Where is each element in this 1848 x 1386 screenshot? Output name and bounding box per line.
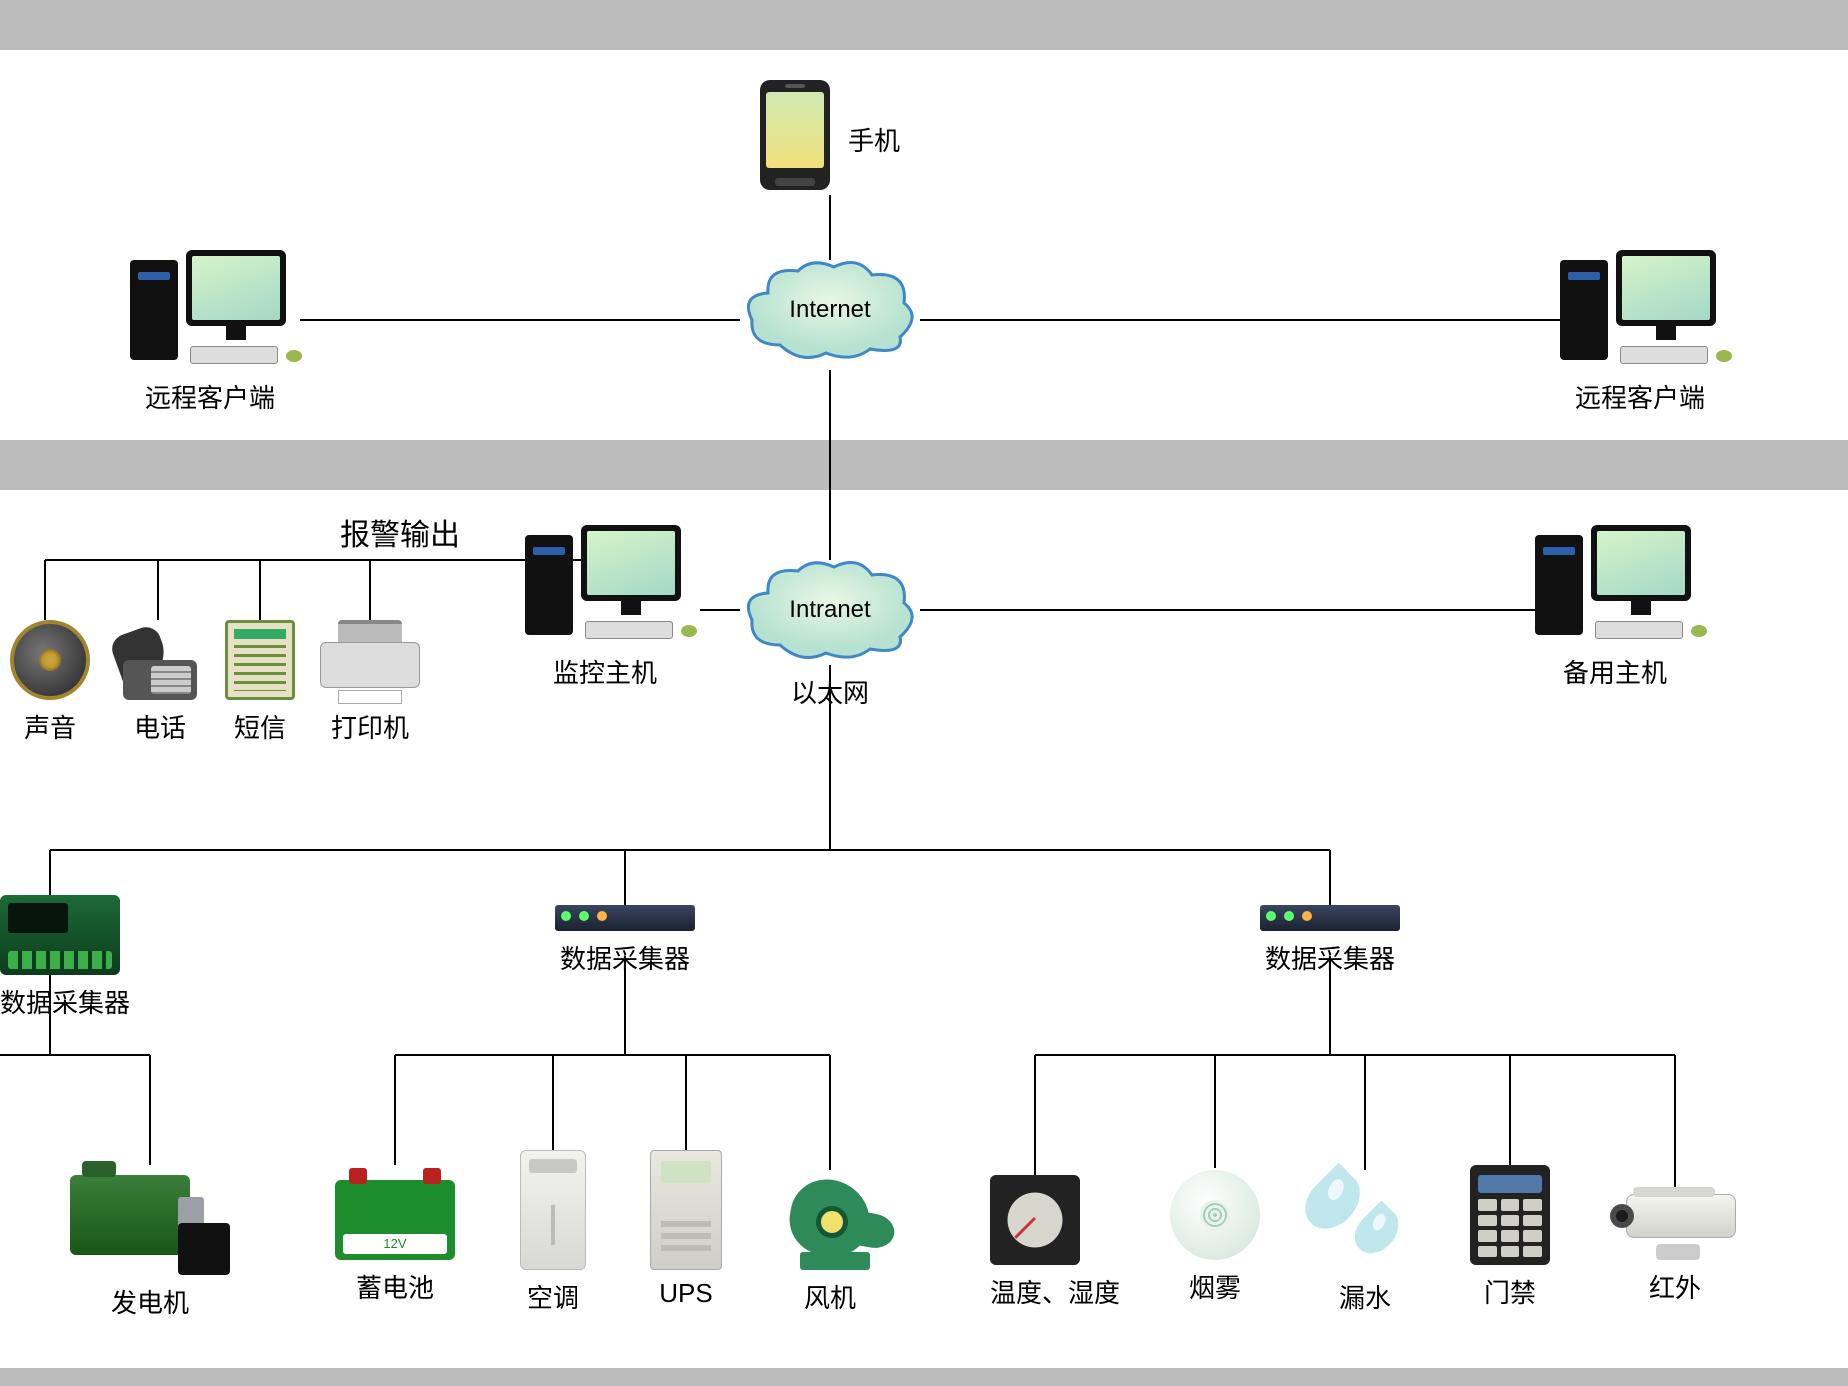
node-client-right: 远程客户端: [1560, 250, 1720, 415]
telephone-icon: [115, 630, 205, 700]
cloud-intranet-icon: Intranet: [740, 555, 920, 665]
node-generator: 发电机: [70, 1165, 230, 1320]
computer-icon: [525, 525, 685, 645]
alarm-header: 报警输出: [340, 510, 460, 554]
node-ir: 红外: [1610, 1190, 1740, 1305]
alarm-sound-label: 声音: [10, 708, 90, 745]
node-access: 门禁: [1470, 1165, 1550, 1310]
cloud-internet-icon: Internet: [740, 255, 920, 365]
node-smoke: 烟雾: [1170, 1210, 1260, 1305]
temp-label: 温度、湿度: [990, 1273, 1120, 1310]
rack-switch-icon: [1260, 905, 1400, 931]
printer-icon: [320, 620, 420, 700]
ups-icon: [650, 1150, 722, 1270]
client-right-label: 远程客户端: [1560, 378, 1720, 415]
rack-switch-icon: [555, 905, 695, 931]
alarm-phone-label: 电话: [115, 708, 205, 745]
dc1-label: 数据采集器: [0, 983, 130, 1020]
smoke-label: 烟雾: [1170, 1268, 1260, 1305]
fan-label: 风机: [770, 1278, 890, 1315]
node-alarm-sound: 声音: [10, 620, 90, 745]
alarm-printer-label: 打印机: [320, 708, 420, 745]
node-alarm-phone: 电话: [115, 630, 205, 745]
leak-label: 漏水: [1310, 1278, 1420, 1315]
node-client-left: 远程客户端: [130, 250, 290, 415]
node-fan: 风机: [770, 1170, 890, 1315]
access-label: 门禁: [1470, 1273, 1550, 1310]
band-top: [0, 0, 1848, 50]
sms-icon: [225, 620, 295, 700]
intranet-sublabel: 以太网: [740, 673, 920, 710]
node-ups: UPS: [650, 1150, 722, 1309]
thermo-dial-icon: [990, 1175, 1080, 1265]
dc3-label: 数据采集器: [1260, 939, 1400, 976]
node-intranet: Intranet 以太网: [740, 555, 920, 710]
fan-icon: [770, 1170, 890, 1270]
ac-label: 空调: [520, 1278, 586, 1315]
node-phone: 手机: [760, 80, 900, 190]
node-alarm-sms: 短信: [225, 620, 295, 745]
camera-icon: [1610, 1190, 1740, 1260]
cloud-internet-text: Internet: [789, 296, 871, 323]
node-dc3: 数据采集器: [1260, 905, 1400, 976]
monitor-host-label: 监控主机: [525, 653, 685, 690]
aircon-icon: [520, 1150, 586, 1270]
node-dc1: 数据采集器: [0, 895, 130, 1020]
computer-icon: [1535, 525, 1695, 645]
band-mid: [0, 440, 1848, 490]
band-bottom: [0, 1368, 1848, 1386]
node-alarm-printer: 打印机: [320, 620, 420, 745]
generator-label: 发电机: [70, 1283, 230, 1320]
smoke-detector-icon: [1170, 1210, 1260, 1260]
battery-label: 蓄电池: [335, 1268, 455, 1305]
generator-icon: [70, 1165, 230, 1275]
speaker-icon: [10, 620, 90, 700]
node-backup-host: 备用主机: [1535, 525, 1695, 690]
water-drop-icon: [1310, 1170, 1420, 1270]
ups-label: UPS: [650, 1278, 722, 1309]
node-dc2: 数据采集器: [555, 905, 695, 976]
data-collector-icon: [0, 895, 120, 975]
ir-label: 红外: [1610, 1268, 1740, 1305]
node-internet: Internet: [740, 255, 920, 365]
node-ac: 空调: [520, 1150, 586, 1315]
alarm-sms-label: 短信: [225, 708, 295, 745]
node-monitor-host: 监控主机: [525, 525, 685, 690]
computer-icon: [1560, 250, 1720, 370]
svg-text:Intranet: Intranet: [789, 596, 871, 623]
node-temp: 温度、湿度: [990, 1175, 1120, 1310]
computer-icon: [130, 250, 290, 370]
client-left-label: 远程客户端: [130, 378, 290, 415]
node-leak: 漏水: [1310, 1170, 1420, 1315]
alarm-header-label: 报警输出: [340, 519, 460, 552]
dc2-label: 数据采集器: [555, 939, 695, 976]
phone-icon: [760, 80, 830, 190]
node-battery: 蓄电池: [335, 1180, 455, 1305]
keypad-icon: [1470, 1165, 1550, 1265]
phone-label: 手机: [848, 121, 900, 158]
battery-icon: [335, 1180, 455, 1260]
backup-host-label: 备用主机: [1535, 653, 1695, 690]
